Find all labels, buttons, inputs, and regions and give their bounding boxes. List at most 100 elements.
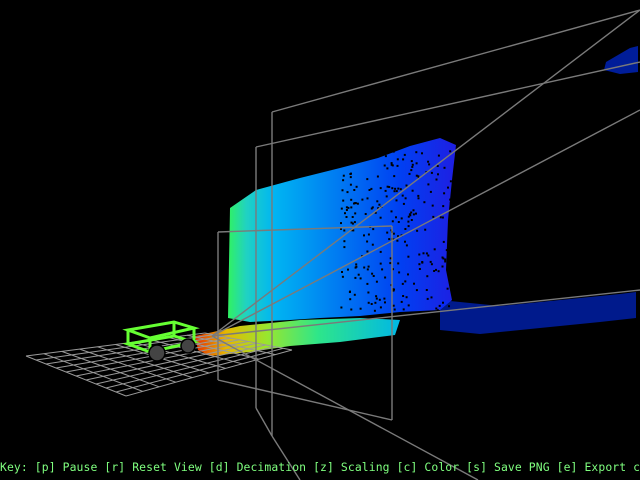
- cloud-gap: [448, 305, 450, 308]
- cloud-gap: [425, 252, 428, 255]
- cloud-gap: [430, 171, 433, 174]
- cloud-gap: [374, 211, 377, 214]
- cloud-gap: [446, 287, 449, 290]
- robot-wheel: [180, 338, 196, 354]
- cloud-gap: [349, 298, 352, 301]
- cloud-gap: [410, 160, 413, 163]
- cloud-gap: [354, 202, 357, 205]
- cloud-gap: [392, 232, 395, 235]
- cloud-gap: [451, 293, 454, 295]
- cloud-gap: [379, 216, 382, 219]
- cloud-gap: [363, 234, 365, 237]
- floor-points: [195, 318, 400, 356]
- cloud-gap: [349, 183, 352, 186]
- cloud-gap: [426, 275, 429, 278]
- cloud-gap: [372, 228, 375, 231]
- cloud-gap: [415, 174, 418, 177]
- cloud-gap: [363, 266, 366, 269]
- cloud-gap: [349, 153, 352, 156]
- cloud-gap: [407, 304, 410, 307]
- cloud-gap: [367, 265, 370, 268]
- cloud-gap: [402, 202, 405, 205]
- cloud-gap: [350, 308, 353, 311]
- cloud-gap: [349, 160, 352, 163]
- cloud-gap: [367, 301, 370, 304]
- cloud-gap: [350, 221, 353, 224]
- cloud-gap: [397, 235, 400, 238]
- cloud-gap: [393, 190, 396, 193]
- cloud-gap: [355, 152, 358, 154]
- cloud-holes: [340, 150, 454, 312]
- cloud-gap: [361, 198, 364, 201]
- cloud-gap: [449, 198, 452, 201]
- cloud-gap: [345, 216, 348, 218]
- grid-line: [95, 344, 267, 385]
- cloud-gap: [411, 163, 414, 166]
- cloud-gap: [371, 243, 374, 246]
- cloud-gap: [416, 229, 419, 232]
- cloud-gap: [391, 220, 394, 223]
- cloud-gap: [402, 308, 405, 311]
- cloud-gap: [343, 246, 346, 249]
- cloud-gap: [393, 308, 396, 311]
- cloud-gap: [376, 200, 379, 203]
- cloud-gap: [379, 306, 382, 309]
- grid-line: [151, 339, 243, 365]
- cloud-gap: [375, 295, 378, 298]
- cloud-gap: [370, 187, 373, 190]
- cloud-gap: [351, 222, 354, 225]
- cloud-gap: [373, 309, 376, 312]
- robot-wheel: [148, 344, 166, 362]
- cloud-gap: [381, 268, 384, 271]
- cloud-gap: [433, 270, 436, 272]
- cloud-gap: [340, 207, 343, 210]
- cloud-gap: [442, 240, 445, 243]
- cloud-gap: [354, 212, 357, 215]
- cloud-gap: [441, 216, 444, 219]
- cloud-gap: [348, 291, 351, 293]
- cloud-gap: [398, 271, 401, 274]
- cloud-gap: [393, 288, 395, 291]
- cloud-gap: [450, 247, 453, 250]
- cloud-gap: [342, 199, 345, 202]
- cloud-gap: [388, 238, 391, 241]
- cloud-gap: [391, 164, 394, 167]
- cloud-gap: [404, 197, 407, 200]
- cloud-gap: [415, 289, 418, 292]
- cloud-gap: [418, 268, 421, 270]
- cloud-gap: [390, 162, 393, 165]
- cloud-gap: [418, 253, 421, 256]
- cloud-gap: [415, 151, 418, 154]
- cloud-gap: [401, 194, 404, 197]
- cloud-gap: [400, 217, 403, 220]
- cloud-gap: [377, 207, 380, 210]
- depth-wall: [228, 138, 456, 322]
- cloud-gap: [347, 268, 349, 271]
- cloud-gap: [410, 169, 413, 172]
- cloud-gap: [411, 165, 414, 168]
- cloud-gap: [393, 175, 396, 178]
- cloud-gap: [447, 186, 449, 189]
- cloud-gap: [395, 190, 398, 193]
- cloud-gap: [341, 275, 344, 278]
- cloud-gap: [415, 212, 417, 215]
- cloud-gap: [437, 270, 440, 273]
- cloud-gap: [449, 150, 452, 153]
- cloud-gap: [345, 209, 348, 211]
- cloud-gap: [359, 307, 362, 310]
- cloud-gap: [427, 160, 430, 163]
- cloud-gap: [424, 228, 427, 231]
- cloud-gap: [342, 174, 345, 177]
- cloud-gap: [417, 175, 420, 178]
- cloud-gap: [435, 307, 438, 310]
- cloud-gap: [450, 289, 453, 292]
- cloud-gap: [340, 306, 343, 309]
- cloud-gap: [353, 293, 356, 296]
- cloud-gap: [412, 213, 415, 216]
- cloud-gap: [349, 176, 352, 179]
- cloud-gap: [403, 153, 406, 156]
- cloud-gap: [404, 228, 407, 230]
- cloud-gap: [341, 271, 343, 273]
- cloud-gap: [418, 263, 421, 266]
